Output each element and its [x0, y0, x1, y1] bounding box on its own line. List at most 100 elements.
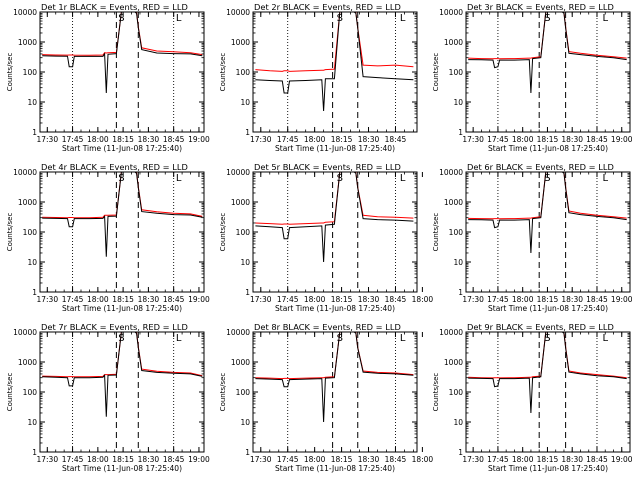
plot-frame — [39, 331, 205, 453]
y-tick-label: 1000 — [231, 358, 250, 367]
event-marker-l: L — [602, 333, 608, 344]
x-axis-label: Start Time (11-Jun-08 17:25:40) — [488, 304, 608, 313]
y-tick-label: 10 — [453, 258, 463, 267]
y-axis-label: Counts/sec — [432, 373, 440, 412]
y-axis-label: Counts/sec — [432, 213, 440, 252]
y-tick-label: 1000 — [18, 358, 37, 367]
event-marker-s: S — [337, 13, 343, 24]
x-tick-label: 18:00 — [412, 455, 434, 464]
x-tick-label: 17:45 — [487, 455, 509, 464]
x-tick-label: 17:45 — [487, 295, 509, 304]
panel-title: Det 1r BLACK = Events, RED = LLD — [41, 2, 188, 12]
series-line-lld — [42, 12, 203, 56]
series-line-lld — [42, 172, 203, 219]
event-marker-l: L — [400, 333, 406, 344]
series-line-events — [468, 12, 627, 94]
event-marker-s: S — [544, 173, 550, 184]
y-tick-label: 10000 — [439, 328, 463, 337]
x-tick-label: 18:15 — [537, 455, 559, 464]
x-tick-label: 18:15 — [331, 295, 353, 304]
panel-title: Det 9r BLACK = Events, RED = LLD — [467, 322, 614, 332]
x-tick-label: 17:30 — [462, 295, 484, 304]
panel-5: Det 5r BLACK = Events, RED = LLD 1 10 100 10… — [219, 162, 433, 313]
y-tick-label: 1 — [32, 448, 37, 457]
y-tick-label: 10 — [27, 418, 37, 427]
x-tick-label: 18:15 — [537, 135, 559, 144]
y-tick-label: 10 — [27, 258, 37, 267]
series-line-events — [468, 172, 627, 254]
y-tick-label: 100 — [236, 68, 251, 77]
y-tick-label: 10 — [27, 98, 37, 107]
event-marker-s: S — [118, 13, 124, 24]
x-tick-label: 17:45 — [277, 295, 299, 304]
x-axis-label: Start Time (11-Jun-08 17:25:40) — [62, 304, 182, 313]
event-marker-s: S — [118, 173, 124, 184]
x-axis-label: Start Time (11-Jun-08 17:25:40) — [488, 464, 608, 473]
x-tick-label: 18:45 — [586, 295, 608, 304]
series-line-lld — [468, 332, 627, 379]
panel-2: Det 2r BLACK = Events, RED = LLD 1 10 100 10… — [219, 2, 418, 153]
series-line-events — [468, 332, 627, 414]
x-axis-label: Start Time (11-Jun-08 17:25:40) — [488, 144, 608, 153]
y-tick-label: 1 — [458, 128, 463, 137]
y-tick-label: 100 — [236, 228, 251, 237]
x-tick-label: 17:45 — [277, 455, 299, 464]
y-tick-label: 100 — [236, 388, 251, 397]
event-marker-l: L — [176, 173, 182, 184]
y-axis-label: Counts/sec — [6, 53, 14, 92]
series-line-lld — [255, 12, 414, 72]
x-tick-label: 19:00 — [611, 295, 633, 304]
y-tick-label: 10000 — [226, 168, 250, 177]
y-tick-label: 10 — [453, 418, 463, 427]
series-line-lld — [255, 172, 414, 225]
y-tick-label: 1000 — [444, 198, 463, 207]
y-tick-label: 1 — [245, 128, 250, 137]
x-tick-label: 18:00 — [87, 295, 109, 304]
panel-title: Det 3r BLACK = Events, RED = LLD — [467, 2, 614, 12]
y-tick-label: 10 — [240, 258, 250, 267]
x-tick-label: 17:30 — [250, 455, 272, 464]
x-tick-label: 18:45 — [163, 135, 185, 144]
event-marker-s: S — [544, 333, 550, 344]
x-tick-label: 18:15 — [331, 455, 353, 464]
x-tick-label: 18:00 — [412, 295, 434, 304]
event-marker-l: L — [400, 173, 406, 184]
x-tick-label: 18:00 — [512, 295, 534, 304]
x-tick-label: 19:00 — [188, 455, 210, 464]
y-tick-label: 10000 — [439, 8, 463, 17]
x-tick-label: 18:15 — [537, 295, 559, 304]
series-line-events — [42, 12, 203, 94]
x-tick-label: 18:30 — [561, 455, 583, 464]
panel-title: Det 8r BLACK = Events, RED = LLD — [254, 322, 401, 332]
x-tick-label: 18:30 — [358, 295, 380, 304]
x-tick-label: 19:00 — [188, 135, 210, 144]
y-tick-label: 1000 — [444, 358, 463, 367]
y-tick-label: 100 — [449, 388, 464, 397]
series-line-lld — [42, 332, 203, 378]
y-tick-label: 10 — [240, 418, 250, 427]
panel-title: Det 7r BLACK = Events, RED = LLD — [41, 322, 188, 332]
x-tick-label: 18:45 — [163, 455, 185, 464]
event-marker-l: L — [602, 173, 608, 184]
x-tick-label: 18:45 — [586, 455, 608, 464]
y-tick-label: 10000 — [439, 168, 463, 177]
x-tick-label: 18:00 — [87, 455, 109, 464]
event-marker-l: L — [176, 333, 182, 344]
x-axis-label: Start Time (11-Jun-08 17:25:40) — [62, 144, 182, 153]
y-tick-label: 100 — [23, 68, 38, 77]
x-axis-label: Start Time (11-Jun-08 17:25:40) — [275, 464, 395, 473]
x-tick-label: 17:30 — [462, 455, 484, 464]
x-tick-label: 17:30 — [462, 135, 484, 144]
y-tick-label: 1 — [32, 128, 37, 137]
x-tick-label: 17:45 — [62, 455, 84, 464]
y-axis-label: Counts/sec — [432, 53, 440, 92]
y-tick-label: 10000 — [13, 8, 37, 17]
x-tick-label: 18:30 — [358, 455, 380, 464]
event-marker-s: S — [337, 333, 343, 344]
x-axis-label: Start Time (11-Jun-08 17:25:40) — [275, 144, 395, 153]
panel-4: Det 4r BLACK = Events, RED = LLD 1 10 100 10… — [6, 162, 210, 313]
x-tick-label: 19:00 — [188, 295, 210, 304]
y-tick-label: 1000 — [444, 38, 463, 47]
plot-frame — [465, 331, 631, 453]
